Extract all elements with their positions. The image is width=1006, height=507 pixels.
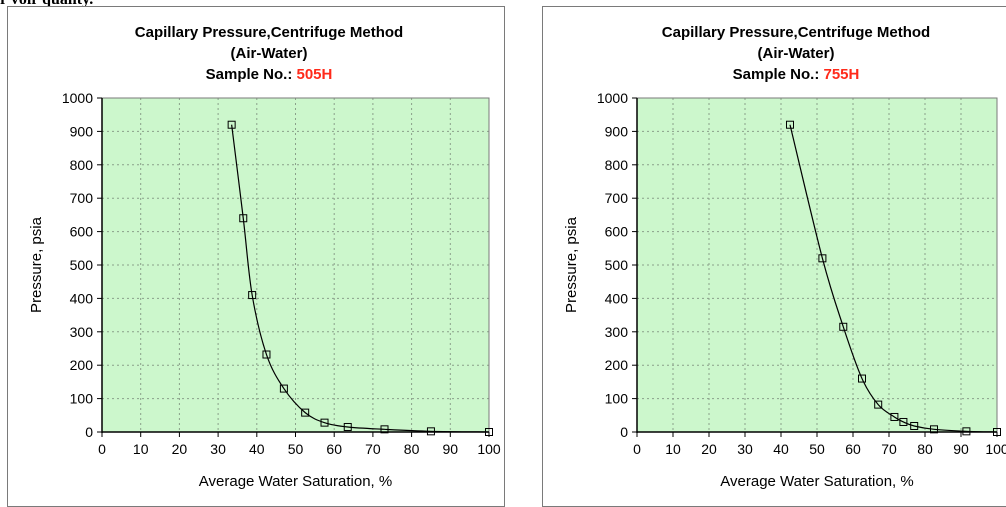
- data-point-marker: [343, 422, 352, 431]
- series-line: [231, 124, 490, 433]
- chart-sample-title: Sample No.: 755H: [733, 66, 860, 83]
- series-line: [789, 124, 998, 433]
- data-point-marker: [962, 427, 971, 436]
- y-tick-label: 100: [70, 391, 94, 407]
- y-tick-label: 800: [605, 157, 629, 173]
- y-tick-label: 900: [70, 123, 94, 139]
- x-tick-label: 90: [443, 441, 459, 457]
- data-point-marker: [818, 254, 827, 263]
- data-point-marker: [786, 120, 794, 129]
- sample-label: Sample No.:: [733, 66, 824, 83]
- x-axis-label: Average Water Saturation, %: [199, 473, 392, 490]
- x-tick-label: 30: [737, 441, 753, 457]
- cut-off-header-text: r voir quality.: [0, 0, 93, 9]
- data-point-marker: [227, 120, 236, 129]
- data-point-marker: [485, 428, 493, 436]
- capillary-pressure-chart-755h: Capillary Pressure,Centrifuge Method (Air…: [542, 6, 1006, 507]
- x-tick-label: 20: [701, 441, 717, 457]
- y-tick-label: 300: [70, 324, 94, 340]
- data-point-marker: [248, 291, 257, 300]
- y-tick-label: 700: [605, 190, 629, 206]
- y-tick-label: 300: [605, 324, 629, 340]
- y-tick-label: 400: [605, 290, 629, 306]
- y-tick-label: 0: [85, 424, 93, 440]
- y-tick-label: 1000: [597, 90, 628, 106]
- data-point-marker: [426, 427, 435, 436]
- chart-svg-505h: Capillary Pressure,Centrifuge Method (Air…: [28, 24, 501, 490]
- sample-number: 505H: [297, 66, 333, 83]
- y-tick-label: 100: [605, 391, 629, 407]
- x-tick-label: 20: [172, 441, 188, 457]
- data-point-marker: [910, 421, 919, 430]
- chart-title-line-1: Capillary Pressure,Centrifuge Method: [662, 24, 930, 41]
- x-tick-label: 50: [809, 441, 825, 457]
- sample-number: 755H: [824, 66, 860, 83]
- y-tick-label: 900: [605, 123, 629, 139]
- data-point-marker: [858, 374, 866, 383]
- data-point-marker: [890, 412, 899, 421]
- x-axis-label: Average Water Saturation, %: [720, 473, 913, 490]
- y-axis-label: Pressure, psia: [28, 216, 45, 313]
- y-tick-label: 500: [70, 257, 94, 273]
- x-tick-label: 0: [633, 441, 641, 457]
- data-point-marker: [380, 425, 389, 434]
- x-tick-label: 90: [953, 441, 969, 457]
- data-point-marker: [930, 425, 938, 434]
- x-tick-label: 80: [404, 441, 420, 457]
- x-tick-label: 10: [133, 441, 149, 457]
- data-point-marker: [899, 417, 908, 426]
- x-tick-label: 60: [326, 441, 342, 457]
- chart-title-line-1: Capillary Pressure,Centrifuge Method: [135, 24, 403, 41]
- data-point-marker: [262, 350, 271, 359]
- data-point-marker: [839, 322, 848, 331]
- x-tick-label: 70: [881, 441, 897, 457]
- y-tick-label: 200: [605, 357, 629, 373]
- x-tick-label: 40: [249, 441, 265, 457]
- y-tick-label: 500: [605, 257, 629, 273]
- capillary-pressure-chart-505h: Capillary Pressure,Centrifuge Method (Air…: [7, 6, 505, 507]
- data-point-marker: [301, 408, 310, 417]
- data-point-marker: [993, 428, 1001, 436]
- x-tick-label: 100: [477, 441, 501, 457]
- y-tick-label: 600: [70, 224, 94, 240]
- x-tick-label: 10: [665, 441, 681, 457]
- x-tick-label: 60: [845, 441, 861, 457]
- y-tick-label: 800: [70, 157, 94, 173]
- x-tick-label: 80: [917, 441, 933, 457]
- data-point-marker: [279, 384, 288, 393]
- x-tick-label: 70: [365, 441, 381, 457]
- x-tick-label: 50: [288, 441, 304, 457]
- chart-sample-title: Sample No.: 505H: [206, 66, 333, 83]
- y-tick-label: 600: [605, 224, 629, 240]
- data-point-marker: [874, 400, 883, 409]
- x-tick-label: 40: [773, 441, 789, 457]
- data-point-marker: [239, 214, 248, 223]
- y-tick-label: 400: [70, 290, 94, 306]
- y-tick-label: 1000: [62, 90, 93, 106]
- chart-svg-755h: Capillary Pressure,Centrifuge Method (Air…: [563, 24, 1006, 490]
- y-tick-label: 0: [620, 424, 628, 440]
- chart-title-line-2: (Air-Water): [231, 45, 308, 62]
- sample-label: Sample No.:: [206, 66, 297, 83]
- y-tick-label: 200: [70, 357, 94, 373]
- x-tick-label: 30: [210, 441, 226, 457]
- y-tick-label: 700: [70, 190, 94, 206]
- x-tick-label: 0: [98, 441, 106, 457]
- data-point-marker: [320, 418, 329, 427]
- y-axis-label: Pressure, psia: [563, 216, 580, 313]
- x-tick-label: 100: [985, 441, 1006, 457]
- chart-title-line-2: (Air-Water): [758, 45, 835, 62]
